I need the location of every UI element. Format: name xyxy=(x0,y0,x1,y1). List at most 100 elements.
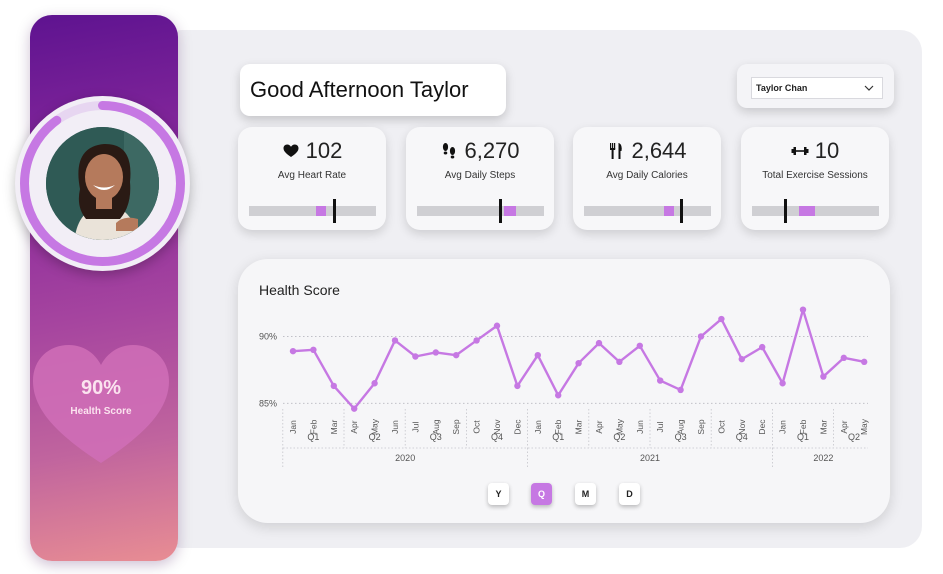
kpi-bar-marker xyxy=(333,199,336,223)
x-tick-label: Nov xyxy=(492,419,502,435)
x-tick-label: Feb xyxy=(308,419,318,434)
heart-icon xyxy=(282,141,300,161)
data-point xyxy=(432,349,439,356)
x-tick-label: Dec xyxy=(512,419,522,435)
kpi-card-heart-rate: 102 Avg Heart Rate xyxy=(238,127,386,230)
data-point xyxy=(289,347,297,355)
data-point xyxy=(371,380,378,387)
granularity-button-month[interactable]: M xyxy=(575,483,596,505)
x-tick-label: Jan xyxy=(533,420,543,434)
profile-ring xyxy=(15,96,190,271)
x-tick-label: Dec xyxy=(757,419,767,435)
x-tick-label: Jun xyxy=(635,420,645,434)
avatar xyxy=(46,127,159,240)
data-point xyxy=(575,359,582,367)
kpi-bar-marker xyxy=(499,199,502,223)
granularity-button-day[interactable]: D xyxy=(619,483,640,505)
x-tick-label: Oct xyxy=(472,420,482,434)
x-tick-label: Oct xyxy=(716,420,726,434)
data-point xyxy=(616,358,623,366)
x-tick-label: May xyxy=(370,418,380,435)
kpi-value: 2,644 xyxy=(631,138,687,163)
data-point xyxy=(636,342,643,349)
health-score-label: Health Score xyxy=(70,406,132,417)
data-point xyxy=(310,346,317,354)
data-point xyxy=(514,382,521,390)
x-tick-label: Feb xyxy=(553,419,563,434)
kpi-label: Avg Daily Steps xyxy=(444,170,516,181)
y-tick-label: 90% xyxy=(259,331,277,341)
kpi-value: 102 xyxy=(305,138,343,163)
kpi-bar-marker xyxy=(784,199,787,223)
kpi-card-daily-calories: 2,644 Avg Daily Calories xyxy=(573,127,721,230)
health-score-chart-card: Health Score 90% 85% Jan Feb Mar Apr May Jun Jul… xyxy=(238,259,890,523)
data-point xyxy=(861,358,868,366)
kpi-bar-fill xyxy=(504,206,516,216)
data-point xyxy=(779,380,786,387)
kpi-label: Total Exercise Sessions xyxy=(762,170,868,181)
kpi-target-bar xyxy=(752,199,879,223)
quarter-label: Q1 xyxy=(552,432,564,442)
data-point xyxy=(412,353,419,360)
fork-knife-icon xyxy=(607,141,625,161)
x-tick-label: Apr xyxy=(349,420,359,433)
x-tick-label: Nov xyxy=(737,419,747,435)
kpi-card-exercise-sessions: 10 Total Exercise Sessions xyxy=(741,127,889,230)
kpi-target-bar xyxy=(417,199,544,223)
x-tick-label: Jun xyxy=(390,420,400,434)
kpi-card-daily-steps: 6,270 Avg Daily Steps xyxy=(406,127,554,230)
x-tick-label: Sep xyxy=(696,419,706,434)
y-tick-label: 85% xyxy=(259,398,277,408)
data-point xyxy=(657,377,664,384)
data-point xyxy=(595,339,603,347)
x-tick-label: Sep xyxy=(451,419,461,434)
kpi-value: 6,270 xyxy=(464,138,520,163)
kpi-bar-fill xyxy=(799,206,815,216)
health-score-heart xyxy=(30,343,172,468)
health-score-chart: 90% 85% Jan Feb Mar Apr May Jun Jul Aug Sep Oct Nov D… xyxy=(259,306,869,467)
quarter-label: Q3 xyxy=(675,432,687,442)
data-point xyxy=(759,343,766,351)
user-select-dropdown[interactable]: Taylor Chan xyxy=(751,77,883,99)
x-tick-label: Jul xyxy=(655,421,665,432)
x-tick-label: Apr xyxy=(594,420,604,433)
kpi-value: 10 xyxy=(814,138,840,163)
granularity-button-year[interactable]: Y xyxy=(488,483,509,505)
series-line xyxy=(292,308,865,410)
x-tick-label: May xyxy=(859,418,869,435)
data-point xyxy=(677,386,684,394)
quarter-label: Q4 xyxy=(736,432,748,442)
quarter-label: Q1 xyxy=(307,432,319,442)
greeting-banner: Good Afternoon Taylor xyxy=(240,64,506,116)
data-point xyxy=(697,333,705,340)
kpi-target-bar xyxy=(584,199,711,223)
dumbbell-icon xyxy=(791,141,809,161)
x-tick-label: Mar xyxy=(574,420,584,435)
data-point xyxy=(555,392,562,399)
health-score-value: 90% xyxy=(80,377,122,399)
data-point xyxy=(840,354,847,362)
data-point xyxy=(718,315,725,323)
greeting-text: Good Afternoon Taylor xyxy=(250,77,469,102)
profile-photo xyxy=(46,127,159,240)
footprints-icon xyxy=(440,141,458,161)
data-point xyxy=(534,351,541,359)
data-point xyxy=(473,337,480,344)
chart-title: Health Score xyxy=(259,282,340,298)
data-point xyxy=(391,337,399,344)
x-tick-label: May xyxy=(614,418,624,435)
granularity-button-quarter[interactable]: Q xyxy=(531,483,552,505)
x-tick-label: Mar xyxy=(329,420,339,435)
year-label: 2020 xyxy=(395,453,415,463)
kpi-target-bar xyxy=(249,199,376,223)
x-tick-label: Aug xyxy=(676,419,686,434)
data-point xyxy=(453,351,460,359)
health-progress-ring xyxy=(20,101,185,266)
user-select-value: Taylor Chan xyxy=(756,83,808,93)
kpi-label: Avg Heart Rate xyxy=(277,170,347,181)
quarter-label: Q2 xyxy=(848,432,860,442)
kpi-label: Avg Daily Calories xyxy=(606,170,688,181)
quarter-label: Q3 xyxy=(430,432,442,442)
x-tick-label: Jul xyxy=(410,421,420,432)
